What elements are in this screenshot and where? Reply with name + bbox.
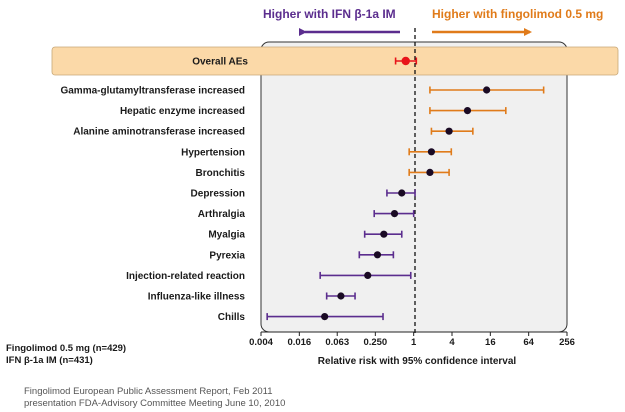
header-favors-ifn: Higher with IFN β-1a IM <box>263 7 396 21</box>
x-tick-label: 0.063 <box>325 337 349 348</box>
x-tick-label: 256 <box>559 337 575 348</box>
x-tick-label: 1 <box>411 337 417 348</box>
row-label: Hypertension <box>181 147 245 158</box>
point-estimate <box>337 292 345 300</box>
x-tick-label: 0.004 <box>249 337 273 348</box>
row-label: Pyrexia <box>209 250 245 261</box>
overall-highlight-band <box>51 46 619 76</box>
x-tick-label: 64 <box>523 337 534 348</box>
row-label: Overall AEs <box>192 57 248 68</box>
point-estimate <box>427 148 436 156</box>
point-estimate <box>373 251 382 259</box>
point-estimate <box>364 271 372 279</box>
point-estimate <box>380 230 388 238</box>
row-label: Chills <box>218 312 246 323</box>
group-size-fingolimod: Fingolimod 0.5 mg (n=429) <box>6 343 127 354</box>
row-label: Alanine aminotransferase increased <box>73 127 245 138</box>
source-footer: Fingolimod European Public Assessment Re… <box>24 386 285 410</box>
point-estimate <box>401 56 410 66</box>
row-label: Bronchitis <box>196 168 246 179</box>
group-size-ifn: IFN β-1a IM (n=431) <box>6 354 93 366</box>
point-estimate <box>390 210 399 218</box>
x-tick-label: 0.016 <box>287 337 311 348</box>
group-sizes: Fingolimod 0.5 mg (n=429) IFN β-1a IM (n… <box>6 343 126 366</box>
point-estimate <box>463 107 472 115</box>
x-tick-label: 0.250 <box>363 337 387 348</box>
plot-panel <box>260 41 568 333</box>
row-label: Hepatic enzyme increased <box>120 106 245 117</box>
x-axis-label: Relative risk with 95% confidence interv… <box>318 356 517 367</box>
header-favors-fingolimod: Higher with fingolimod 0.5 mg <box>432 7 603 21</box>
x-tick-label: 4 <box>449 337 455 348</box>
source-line-1: Fingolimod European Public Assessment Re… <box>24 386 273 397</box>
row-label: Gamma-glutamyltransferase increased <box>60 86 245 97</box>
row-label: Myalgia <box>208 230 245 241</box>
row-label: Arthralgia <box>198 209 246 220</box>
point-estimate <box>445 127 453 135</box>
row-label: Influenza-like illness <box>148 292 246 303</box>
point-estimate <box>426 168 434 176</box>
source-line-2: presentation FDA-Advisory Committee Meet… <box>24 398 286 409</box>
x-tick-label: 16 <box>485 337 496 348</box>
point-estimate <box>321 313 329 321</box>
point-estimate <box>398 189 406 197</box>
row-label: Injection-related reaction <box>126 271 245 282</box>
row-label: Depression <box>191 189 245 200</box>
point-estimate <box>483 86 491 94</box>
